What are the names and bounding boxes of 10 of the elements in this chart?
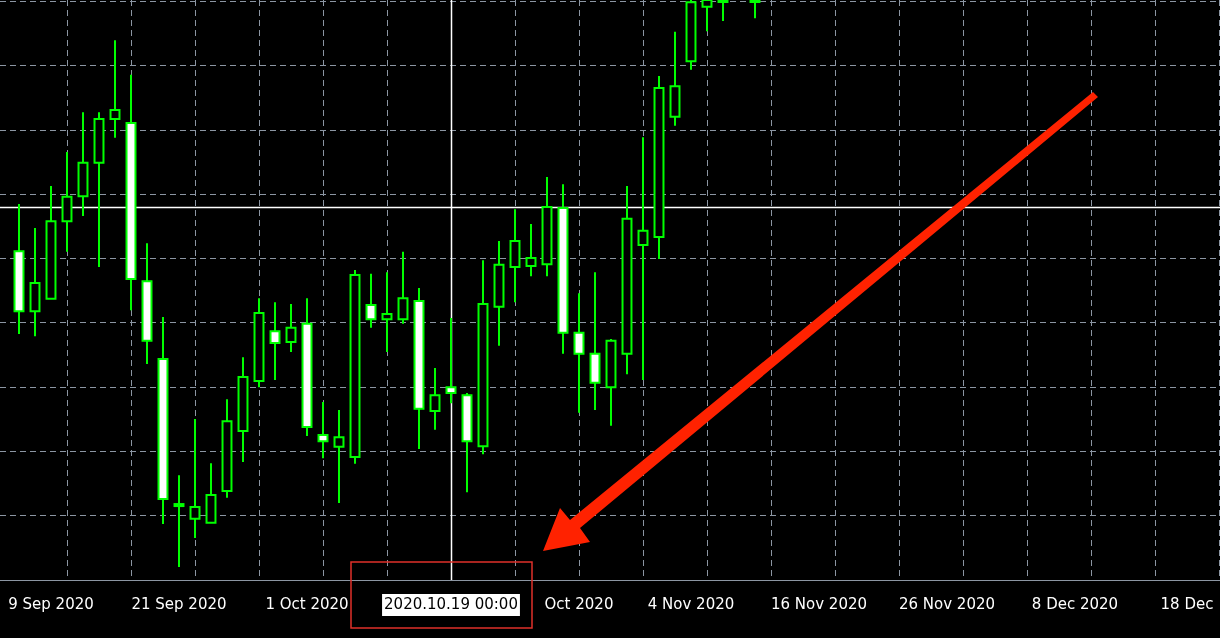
- x-tick-label: 18 Dec: [1160, 594, 1214, 613]
- x-tick-label: 9 Sep 2020: [8, 594, 94, 613]
- x-tick-label: Oct 2020: [544, 594, 614, 613]
- x-tick-label: 4 Nov 2020: [647, 594, 735, 613]
- x-tick-label: 1 Oct 2020: [265, 594, 349, 613]
- x-tick-label: 2020.10.19 00:00: [384, 594, 518, 613]
- x-tick-label: 16 Nov 2020: [770, 594, 868, 613]
- x-tick-label: 26 Nov 2020: [898, 594, 996, 613]
- x-tick-label: 21 Sep 2020: [131, 594, 227, 613]
- x-tick-label: 8 Dec 2020: [1031, 594, 1119, 613]
